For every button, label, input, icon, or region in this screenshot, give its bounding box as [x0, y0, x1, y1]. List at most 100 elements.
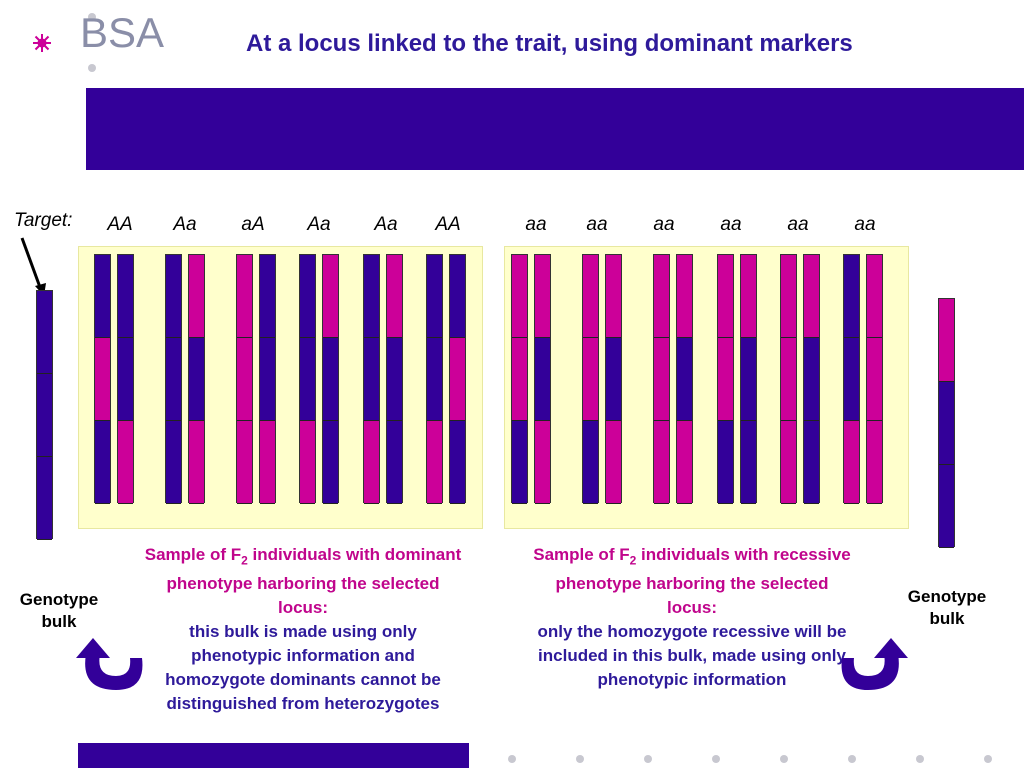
footer-dot	[780, 755, 788, 763]
chromosome-segment	[535, 338, 550, 421]
chromosome-segment	[189, 421, 204, 504]
bullet-dot	[88, 64, 96, 72]
chromosome-segment	[583, 421, 598, 504]
chromosome-segment	[118, 338, 133, 421]
chromosome-segment	[741, 255, 756, 338]
bulk-chromosome-bar	[938, 298, 955, 548]
chromosome-segment	[37, 374, 52, 457]
chromosome-segment	[364, 421, 379, 504]
chromosome-segment	[867, 421, 882, 504]
chromosome-segment	[450, 338, 465, 421]
curved-arrow-right-icon	[841, 638, 908, 690]
chromosome-segment	[300, 338, 315, 421]
recessive-panel	[504, 246, 909, 529]
chromosome-segment	[535, 255, 550, 338]
chromosome-segment	[844, 255, 859, 338]
chromosome-5b	[386, 254, 403, 504]
chromosome-segment	[118, 255, 133, 338]
chromosome-segment	[512, 338, 527, 421]
chromosome-3a	[236, 254, 253, 504]
sunburst-bullet-icon	[33, 34, 51, 52]
chromosome-12b	[866, 254, 883, 504]
chromosome-segment	[804, 338, 819, 421]
chromosome-segment	[166, 255, 181, 338]
bulk-left-line2: bulk	[41, 612, 77, 631]
chromosome-segment	[867, 338, 882, 421]
chromosome-segment	[260, 338, 275, 421]
chromosome-segment	[677, 338, 692, 421]
chromosome-segment	[189, 338, 204, 421]
chromosome-segment	[867, 255, 882, 338]
footer-dot	[508, 755, 516, 763]
recessive-caption-pink: individuals with recessive phenotype har…	[555, 545, 851, 618]
logo-text: BSA	[80, 9, 165, 56]
chromosome-segment	[606, 255, 621, 338]
chromosome-6a	[426, 254, 443, 504]
chromosome-segment	[387, 421, 402, 504]
chromosome-segment	[654, 255, 669, 338]
chromosome-segment	[323, 421, 338, 504]
genotype-label-recessive-6: aa	[854, 214, 876, 235]
dominant-caption-prefix: Sample of F	[144, 545, 242, 564]
chromosome-segment	[718, 338, 733, 421]
footer-dot	[848, 755, 856, 763]
chromosome-segment	[427, 255, 442, 338]
chromosome-segment	[781, 255, 796, 338]
header-band	[86, 88, 1024, 170]
recessive-caption-blue: only the homozygote recessive will be in…	[537, 622, 847, 690]
recessive-caption-subscript: 2	[629, 553, 637, 568]
chromosome-9b	[676, 254, 693, 504]
chromosome-segment	[323, 255, 338, 338]
chromosome-segment	[95, 338, 110, 421]
chromosome-segment	[427, 338, 442, 421]
genotype-label-dominant-1: AA	[107, 214, 133, 235]
genotype-bulk-label-right: Genotype bulk	[894, 586, 1000, 630]
chromosome-segment	[781, 338, 796, 421]
bulk-right-line2: bulk	[929, 609, 965, 628]
chromosome-4b	[322, 254, 339, 504]
recessive-caption-prefix: Sample of F	[533, 545, 630, 564]
chromosome-segment	[804, 421, 819, 504]
genotype-label-recessive-5: aa	[787, 214, 809, 235]
chromosome-segment	[583, 255, 598, 338]
chromosome-segment	[741, 421, 756, 504]
chromosome-segment	[364, 338, 379, 421]
chromosome-segment	[237, 255, 252, 338]
chromosome-2a	[165, 254, 182, 504]
curved-arrow-left-icon	[76, 638, 143, 690]
chromosome-12a	[843, 254, 860, 504]
chromosome-segment	[95, 421, 110, 504]
chromosome-segment	[844, 421, 859, 504]
chromosome-segment	[427, 421, 442, 504]
chromosome-1b	[117, 254, 134, 504]
dominant-panel	[78, 246, 483, 529]
chromosome-4a	[299, 254, 316, 504]
chromosome-segment	[166, 421, 181, 504]
chromosome-segment	[677, 421, 692, 504]
chromosome-segment	[95, 255, 110, 338]
genotype-label-recessive-3: aa	[653, 214, 675, 235]
chromosome-segment	[237, 338, 252, 421]
chromosome-segment	[654, 338, 669, 421]
chromosome-segment	[654, 421, 669, 504]
chromosome-segment	[939, 299, 954, 382]
chromosome-11a	[780, 254, 797, 504]
chromosome-segment	[260, 421, 275, 504]
genotype-label-recessive-4: aa	[720, 214, 742, 235]
chromosome-segment	[939, 465, 954, 548]
dominant-caption-pink: individuals with dominant phenotype harb…	[166, 545, 462, 618]
target-label: Target:	[14, 210, 73, 231]
chromosome-segment	[535, 421, 550, 504]
genotype-label-dominant-2: Aa	[173, 214, 197, 235]
chromosome-segment	[718, 421, 733, 504]
chromosome-segment	[37, 457, 52, 540]
chromosome-10b	[740, 254, 757, 504]
chromosome-5a	[363, 254, 380, 504]
genotype-label-recessive-2: aa	[586, 214, 608, 235]
chromosome-7b	[534, 254, 551, 504]
chromosome-segment	[118, 421, 133, 504]
chromosome-segment	[606, 338, 621, 421]
chromosome-11b	[803, 254, 820, 504]
chromosome-segment	[189, 255, 204, 338]
footer-dot	[984, 755, 992, 763]
